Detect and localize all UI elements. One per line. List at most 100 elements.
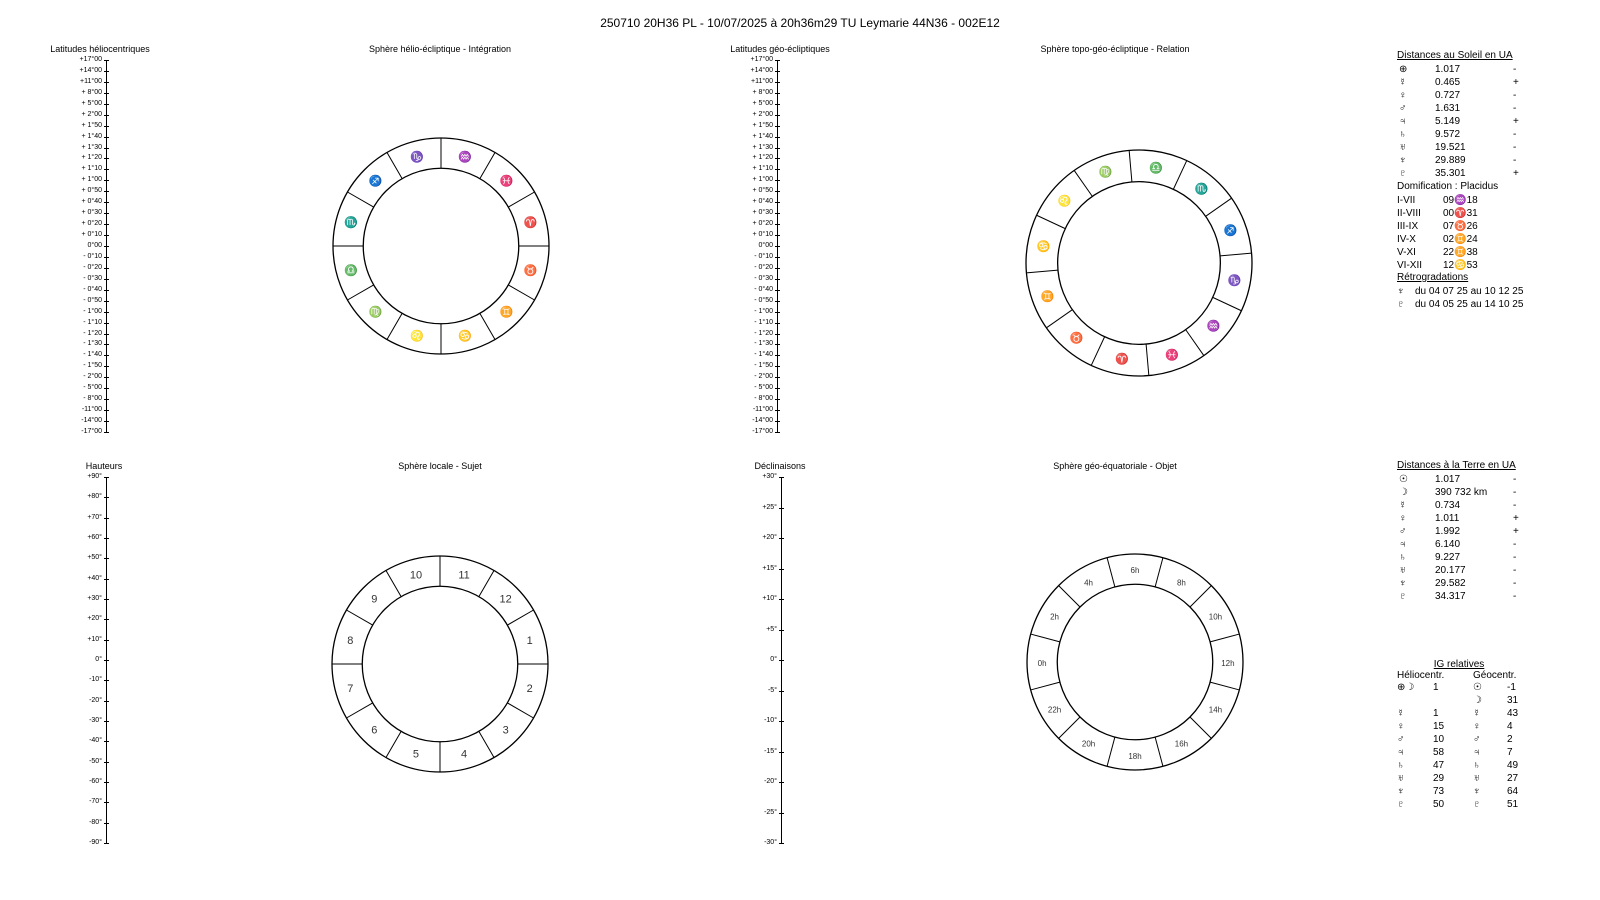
domification-val: 02♊24 — [1443, 234, 1478, 245]
inner-ring — [361, 585, 519, 743]
scale-tick-label: +10° — [762, 595, 777, 602]
earth_distances-sign: - — [1513, 539, 1517, 550]
ig-gv: 4 — [1507, 721, 1513, 732]
scale-tick — [104, 158, 109, 160]
ring-label: 10h — [1209, 613, 1222, 622]
helio-lat-scale: +17°00 +14°00 +11°00 + 8°00 + 5°00 + 2°00 + 1°… — [62, 56, 122, 435]
ring-label: 9 — [371, 593, 377, 605]
earth_distances-val: 1.017 — [1435, 474, 1461, 485]
scale-tick — [104, 421, 109, 423]
ring-label: 8h — [1177, 579, 1186, 588]
scale-tick — [775, 355, 780, 357]
ig-hv: 1 — [1433, 682, 1439, 693]
scale-tick-label: - 8°00 — [754, 395, 773, 403]
ring-division — [508, 191, 535, 208]
scale-tick-label: - 1°30 — [83, 340, 102, 348]
scale-tick — [775, 180, 780, 182]
sun_distances-val: 29.889 — [1435, 155, 1466, 166]
ig-gs: ☿ — [1473, 708, 1481, 719]
sun_distances-val: 0.465 — [1435, 77, 1461, 88]
sun-distances-title: Distances au Soleil en UA — [1397, 50, 1513, 61]
scale-tick-label: + 5°00 — [752, 99, 773, 107]
sun_distances-sign: - — [1513, 155, 1517, 166]
scale-tick — [104, 311, 109, 313]
earth_distances-row: ☉ 1.017 - — [1397, 473, 1529, 486]
ig-col-geo: Géocentr. — [1473, 670, 1517, 681]
scale-tick — [104, 700, 109, 702]
scale-tick — [775, 224, 780, 226]
sun_distances-sign: + — [1513, 168, 1519, 179]
sun_distances-val: 9.572 — [1435, 129, 1461, 140]
scale-tick-label: +17°00 — [79, 56, 102, 63]
scale-tick — [104, 843, 109, 844]
scale-tick-label: + 1°00 — [81, 176, 102, 184]
retro-sym: ♇ — [1397, 299, 1405, 310]
earth_distances-sign: + — [1513, 526, 1519, 537]
ring-division — [1185, 329, 1205, 356]
ring-label: ♍ — [1099, 166, 1113, 179]
earth_distances-row: ♄ 9.227 - — [1397, 551, 1529, 564]
earth_distances-val: 1.992 — [1435, 526, 1461, 537]
ig-gv: 27 — [1507, 773, 1519, 784]
scale-tick-label: -10° — [89, 676, 102, 684]
ring-division — [385, 731, 402, 758]
scale-tick — [104, 741, 109, 743]
ring-label: ♎ — [1149, 161, 1163, 174]
ring-division — [1073, 170, 1093, 197]
equat-sphere-chart: 6h 4h 2h 0h 22h 20h 18h 16h 14h 12h 10h 8h — [1026, 553, 1244, 771]
domification-house: VI-XII — [1397, 260, 1423, 271]
scale-tick-label: -50° — [89, 757, 102, 765]
scale-tick-label: - 0°20 — [83, 263, 102, 271]
ig-hv: 29 — [1433, 773, 1445, 784]
scale-tick-label: -20° — [764, 778, 777, 785]
ring-label: 4h — [1084, 579, 1093, 588]
scale-tick — [775, 169, 780, 171]
ring-division — [1058, 585, 1081, 608]
scale-tick — [104, 114, 109, 116]
ring-division — [1209, 633, 1240, 643]
scale-tick-label: +40° — [87, 574, 102, 582]
ring-label: ♐ — [1223, 224, 1237, 237]
scale-tick — [779, 507, 784, 509]
outer-ring — [1025, 149, 1253, 377]
scale-tick-label: - 0°40 — [754, 285, 773, 293]
earth_distances-val: 34.317 — [1435, 591, 1466, 602]
scale-tick-label: - 0°50 — [83, 296, 102, 304]
sun_distances-row: ♃ 5.149 + — [1397, 115, 1555, 128]
scale-tick — [104, 213, 109, 215]
heading-declinaisons: Déclinaisons — [754, 461, 806, 471]
scale-tick — [775, 289, 780, 291]
scale-tick — [104, 399, 109, 401]
ig-gs: ♂ — [1473, 734, 1481, 745]
scale-tick — [104, 125, 109, 127]
scale-tick-label: + 1°30 — [752, 143, 773, 151]
inner-ring — [362, 167, 520, 325]
sun_distances-sym: ⊕ — [1399, 64, 1408, 75]
earth_distances-sym: ☽ — [1399, 487, 1408, 498]
ig-row: ♃ 58 ♃ 7 — [1397, 746, 1537, 759]
heading-topo-sphere: Sphère topo-géo-écliptique - Relation — [1040, 44, 1190, 54]
scale-tick — [104, 289, 109, 291]
scale-tick-label: + 0°20 — [81, 220, 102, 228]
scale-tick-label: + 1°50 — [752, 121, 773, 129]
ig-gs: ☽ — [1473, 695, 1482, 706]
ring-label: ♑ — [410, 150, 424, 163]
scale-tick-label: + 1°20 — [752, 154, 773, 162]
ring-label: 8 — [347, 635, 353, 647]
scale-tick — [775, 60, 780, 61]
scale-tick — [104, 60, 109, 61]
scale-tick-label: + 0°30 — [752, 209, 773, 217]
ig-table: IG relatives Héliocentr. Géocentr. ⊕☽ 1 ☉ -… — [1397, 659, 1537, 811]
ig-row: ⊕☽ 1 ☉ -1 — [1397, 681, 1537, 694]
ig-row: ♂ 10 ♂ 2 — [1397, 733, 1537, 746]
scale-tick — [775, 103, 780, 105]
scale-tick — [104, 180, 109, 182]
ring-label: ♒ — [458, 150, 472, 163]
ig-hs: ♂ — [1397, 734, 1405, 745]
scale-tick-label: - 1°10 — [754, 318, 773, 326]
ring-label: ♏ — [1195, 183, 1209, 196]
ring-division — [507, 609, 534, 626]
domification-val: 12♋53 — [1443, 260, 1478, 271]
ring-division — [479, 152, 496, 179]
ring-label: ♊ — [1041, 290, 1055, 303]
